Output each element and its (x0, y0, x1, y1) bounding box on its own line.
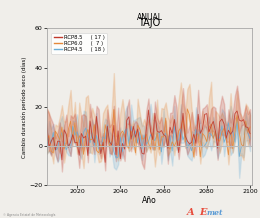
Text: ANUAL: ANUAL (136, 13, 162, 22)
Text: A: A (187, 208, 195, 217)
Title: TAJO: TAJO (138, 18, 161, 28)
Text: E: E (199, 208, 206, 217)
Legend: RCP8.5     ( 17 ), RCP6.0     (  7 ), RCP4.5     ( 18 ): RCP8.5 ( 17 ), RCP6.0 ( 7 ), RCP4.5 ( 18… (51, 32, 107, 54)
X-axis label: Año: Año (142, 196, 157, 205)
Text: © Agencia Estatal de Meteorología: © Agencia Estatal de Meteorología (3, 213, 55, 217)
Y-axis label: Cambio duración período seco (días): Cambio duración período seco (días) (21, 56, 27, 158)
Text: met: met (207, 209, 223, 217)
